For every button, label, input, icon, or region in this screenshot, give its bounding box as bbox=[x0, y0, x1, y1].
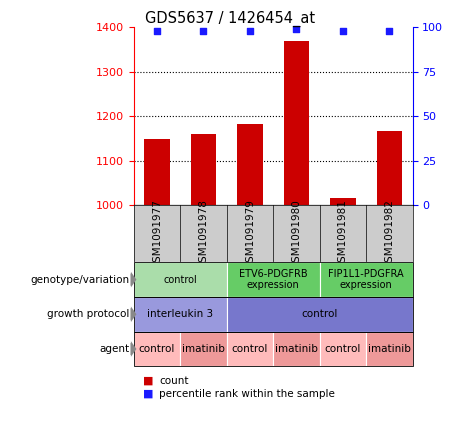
Point bbox=[339, 27, 347, 34]
Text: control: control bbox=[325, 344, 361, 354]
Point bbox=[386, 27, 393, 34]
Text: ■: ■ bbox=[143, 389, 154, 399]
Text: count: count bbox=[159, 376, 189, 386]
Text: growth protocol: growth protocol bbox=[47, 309, 129, 319]
Text: percentile rank within the sample: percentile rank within the sample bbox=[159, 389, 335, 399]
Text: GSM1091978: GSM1091978 bbox=[198, 199, 208, 269]
Text: GSM1091980: GSM1091980 bbox=[291, 199, 301, 269]
Text: GSM1091981: GSM1091981 bbox=[338, 199, 348, 269]
Bar bbox=[191, 134, 216, 205]
Text: GDS5637 / 1426454_at: GDS5637 / 1426454_at bbox=[145, 11, 316, 27]
Text: GSM1091982: GSM1091982 bbox=[384, 199, 394, 269]
Text: ■: ■ bbox=[143, 376, 154, 386]
Text: imatinib: imatinib bbox=[275, 344, 318, 354]
Bar bbox=[377, 131, 402, 205]
Text: control: control bbox=[139, 344, 175, 354]
Point bbox=[153, 27, 160, 34]
Text: GSM1091979: GSM1091979 bbox=[245, 199, 255, 269]
Text: control: control bbox=[232, 344, 268, 354]
Text: GSM1091977: GSM1091977 bbox=[152, 199, 162, 269]
Point bbox=[246, 27, 254, 34]
Text: control: control bbox=[163, 275, 197, 285]
Bar bbox=[144, 140, 170, 205]
Text: imatinib: imatinib bbox=[368, 344, 411, 354]
Text: interleukin 3: interleukin 3 bbox=[147, 309, 213, 319]
Bar bbox=[330, 198, 355, 205]
Text: agent: agent bbox=[99, 344, 129, 354]
Bar bbox=[237, 124, 263, 205]
Text: genotype/variation: genotype/variation bbox=[30, 275, 129, 285]
Text: ETV6-PDGFRB
expression: ETV6-PDGFRB expression bbox=[239, 269, 307, 291]
Bar bbox=[284, 41, 309, 205]
Text: imatinib: imatinib bbox=[182, 344, 225, 354]
Text: FIP1L1-PDGFRA
expression: FIP1L1-PDGFRA expression bbox=[328, 269, 404, 291]
Point bbox=[293, 26, 300, 33]
Text: control: control bbox=[301, 309, 338, 319]
Point bbox=[200, 27, 207, 34]
